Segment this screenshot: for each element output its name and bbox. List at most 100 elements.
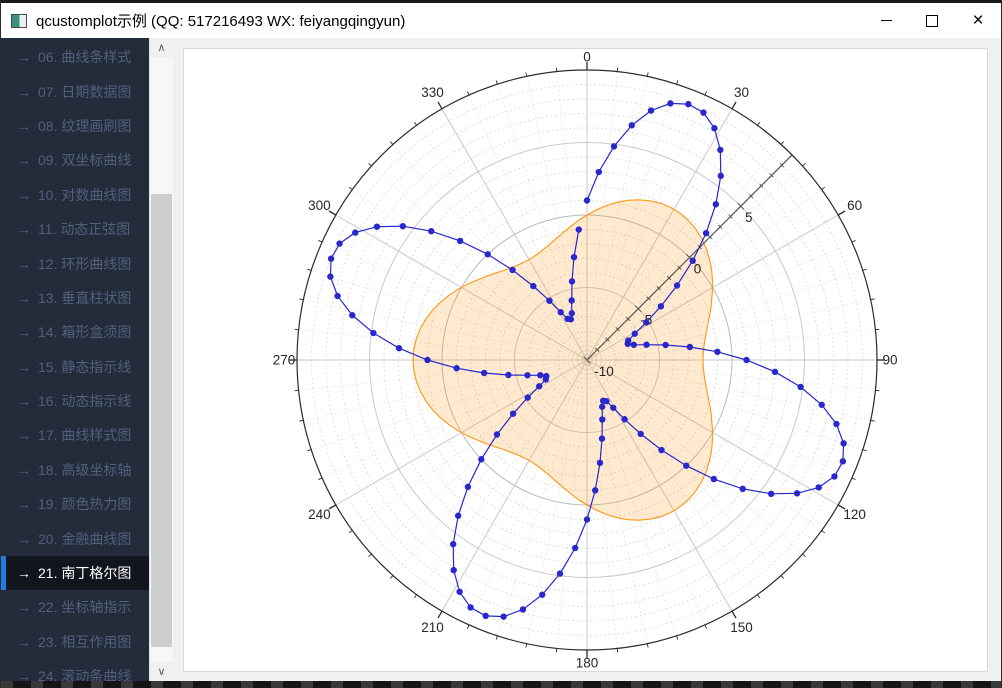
series-blue-point	[571, 544, 579, 552]
series-blue-point	[686, 343, 694, 351]
sidebar-item[interactable]: → 24. 滚动条曲线	[1, 659, 149, 681]
radial-axis-tick	[583, 356, 591, 364]
series-blue-point	[327, 255, 335, 262]
window-top-border	[1, 0, 1001, 3]
sidebar-scrollbar[interactable]: ∧ ∨	[149, 38, 173, 681]
sidebar-item-label: 08. 纹理画刷图	[38, 117, 132, 134]
sidebar-item[interactable]: → 07. 日期数据图	[1, 74, 149, 108]
arrow-right-icon: →	[17, 633, 31, 650]
series-blue-point	[352, 229, 359, 236]
sidebar-item[interactable]: → 18. 高级坐标轴	[1, 453, 149, 487]
series-blue-point	[711, 125, 718, 132]
titlebar[interactable]: qcustomplot示例 (QQ: 517216493 WX: feiyang…	[1, 3, 1001, 38]
arrow-right-icon: →	[17, 496, 31, 513]
sidebar-item[interactable]: → 15. 静态指示线	[1, 350, 149, 384]
sidebar-item[interactable]: → 21. 南丁格尔图	[1, 555, 149, 591]
screen-bottom-sliver	[1, 681, 1001, 688]
arrow-right-icon: →	[17, 221, 31, 238]
radial-axis-tick	[666, 275, 672, 281]
sidebar-item[interactable]: → 16. 动态指示线	[1, 384, 149, 418]
series-blue-point	[399, 222, 407, 230]
angular-axis-tick	[757, 121, 761, 126]
angular-grid-spoke	[441, 359, 588, 612]
angular-axis-tick	[862, 449, 867, 452]
series-blue-point	[621, 416, 628, 423]
sidebar-item-label: 13. 垂直柱状图	[38, 289, 132, 306]
series-blue-point	[702, 229, 710, 237]
series-blue-point	[567, 316, 575, 323]
sidebar-item-label: 09. 双坐标曲线	[38, 152, 132, 169]
sidebar-item[interactable]: → 19. 颜色热力图	[1, 487, 149, 521]
series-blue-point	[568, 310, 576, 317]
chevron-up-icon: ∧	[157, 42, 166, 54]
series-blue-point	[628, 122, 635, 129]
series-blue-point	[454, 512, 462, 519]
scroll-up-button[interactable]: ∧	[150, 38, 173, 57]
window-title: qcustomplot示例 (QQ: 517216493 WX: feiyang…	[36, 13, 406, 30]
sidebar-item[interactable]: → 22. 坐标轴指示	[1, 590, 149, 624]
arrow-right-icon: →	[17, 358, 31, 375]
angular-tick-label: 300	[308, 198, 331, 213]
series-blue-point	[557, 309, 564, 316]
radial-axis-tick	[748, 193, 754, 199]
arrow-right-icon: →	[17, 117, 31, 134]
series-blue-point	[592, 487, 599, 494]
sidebar-item[interactable]: → 12. 环形曲线图	[1, 246, 149, 280]
maximize-button[interactable]	[909, 3, 955, 38]
sidebar-item[interactable]: → 08. 纹理画刷图	[1, 109, 149, 143]
radial-axis-tick	[615, 327, 620, 332]
sidebar-item[interactable]: → 20. 金融曲线图	[1, 521, 149, 555]
series-blue-point	[599, 416, 606, 423]
sidebar-item[interactable]: → 11. 动态正弦图	[1, 212, 149, 246]
sidebar-item[interactable]: → 10. 对数曲线图	[1, 178, 149, 212]
maximize-icon	[926, 14, 938, 27]
angular-axis-tick	[870, 298, 875, 301]
angular-axis-tick	[851, 240, 856, 243]
chevron-down-icon: ∨	[157, 666, 166, 678]
sidebar-item[interactable]: → 17. 曲线样式图	[1, 418, 149, 452]
scrollbar-thumb[interactable]	[151, 194, 172, 647]
series-blue-point	[793, 490, 801, 497]
series-blue-point	[336, 240, 343, 247]
series-blue-point	[478, 456, 485, 463]
series-blue-point	[467, 604, 474, 611]
sidebar-item[interactable]: → 14. 箱形盒须图	[1, 315, 149, 349]
scroll-down-button[interactable]: ∨	[150, 662, 173, 681]
angular-axis-tick	[348, 186, 353, 190]
angular-axis-tick	[328, 210, 337, 216]
series-blue-point	[662, 341, 669, 349]
series-blue-point	[583, 197, 591, 204]
series-blue-point	[643, 341, 650, 348]
series-blue-point	[598, 435, 606, 442]
angular-tick-label: 180	[576, 656, 599, 671]
close-button[interactable]: ×	[955, 3, 1001, 38]
series-blue-point	[424, 356, 431, 364]
angular-axis-tick	[437, 610, 443, 619]
series-blue-point	[327, 273, 334, 280]
series-blue-point	[743, 356, 750, 364]
sidebar-item-label: 07. 日期数据图	[38, 83, 132, 100]
minimize-icon	[880, 20, 892, 21]
series-blue-point	[658, 446, 665, 454]
minimize-button[interactable]	[863, 3, 909, 38]
polar-chart[interactable]: -10-5050306090120150180210240270300330	[184, 49, 988, 671]
series-blue-point	[631, 330, 638, 337]
angular-axis-tick	[821, 530, 826, 534]
series-blue-point	[595, 168, 603, 176]
angular-axis-tick	[870, 419, 875, 422]
angular-axis-tick	[368, 553, 372, 558]
sidebar-item-label: 18. 高级坐标轴	[38, 461, 132, 478]
angular-axis-tick	[704, 624, 707, 629]
angular-axis-tick	[802, 553, 806, 558]
polar-chart-panel[interactable]: -10-5050306090120150180210240270300330	[183, 48, 988, 672]
sidebar-item[interactable]: → 23. 相互作用图	[1, 625, 149, 659]
sidebar-item[interactable]: → 13. 垂直柱状图	[1, 281, 149, 315]
sidebar-item[interactable]: → 09. 双坐标曲线	[1, 143, 149, 177]
scrollbar-track[interactable]	[150, 57, 173, 662]
sidebar-item[interactable]: → 06. 曲线条样式	[1, 40, 149, 74]
arrow-right-icon: →	[17, 49, 31, 66]
radial-axis-tick	[769, 173, 774, 178]
series-blue-point	[667, 100, 674, 107]
angular-tick-label: 330	[421, 85, 444, 100]
series-blue-point	[831, 473, 838, 480]
